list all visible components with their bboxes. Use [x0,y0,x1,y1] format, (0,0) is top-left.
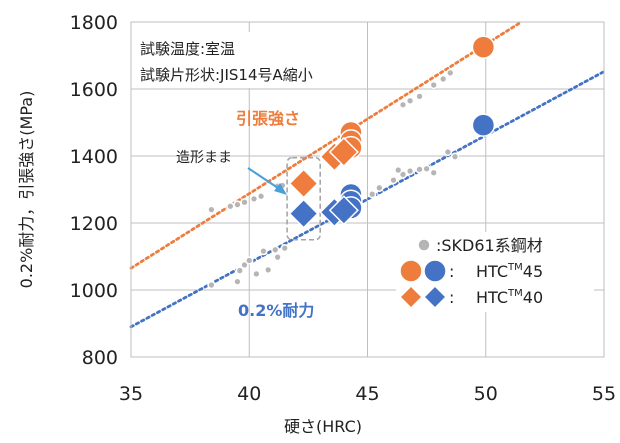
y-tick-label: 1200 [70,213,118,235]
skd61-point [368,190,377,199]
legend-marker-skd61 [417,238,431,252]
tensile-strength-label: 引張強さ [236,109,300,128]
skd61-point [405,166,415,176]
y-tick-label: 800 [82,347,118,369]
tensile-trend [129,20,523,270]
plot-frame [130,21,605,358]
x-tick-label: 50 [474,383,498,405]
skd61-point [280,243,289,253]
legend-label-htc45: HTCTM45 [476,262,543,281]
legend: :SKD61系鋼材: HTCTM45: HTCTM40 [396,232,594,312]
y-tick-label: 1600 [70,79,118,101]
skd61-point [405,96,415,105]
skd61-point [429,80,438,90]
htc45-point [471,113,496,137]
skd61-point [235,266,244,275]
x-tick-label: 40 [237,383,261,405]
axes: 35 40 45 50 55 800 1000 1200 1400 1600 1800 硬さ(HRC)… [17,12,616,436]
skd61-point [252,269,261,279]
legend-colon-htc45: : [449,262,454,281]
legend-marker-htc45-yield [423,259,447,283]
as-built-box [286,156,321,241]
htc40-point [328,195,359,226]
as-built-arrow-head [274,183,287,195]
htc40-point [288,198,319,229]
skd61-point [249,194,259,204]
skd61-point [422,164,431,173]
x-tick-label: 45 [355,383,379,405]
skd61-point [443,147,453,157]
legend-label-htc40: HTCTM40 [476,288,543,307]
skd61-point [415,92,424,101]
skd61-point [273,253,282,262]
data-points [207,35,496,290]
skd61-point [271,245,280,254]
skd61-point [240,198,249,207]
y-axis-label: 0.2%耐力，引張強さ(MPa) [17,91,36,289]
htc40-point [288,168,319,199]
conditions-backdrop [134,32,356,88]
skd61-point [394,165,403,175]
legend-marker-htc40-yield [422,284,448,310]
skd61-point [439,74,448,84]
y-tick-label: 1000 [70,280,118,302]
skd61-point [429,168,438,177]
condition-specimen: 試験片形状:JIS14号A縮小 [140,66,313,84]
skd61-point [245,256,254,265]
htc40-point [328,136,359,168]
y-tick-label: 1400 [70,146,118,168]
skd61-point [446,68,455,78]
skd61-point [259,246,268,256]
x-tick-label: 55 [592,383,616,405]
as-built-arrow-shaft [247,167,282,191]
as-built-box-layer [286,156,321,241]
skd61-point [375,183,384,192]
skd61-point [233,200,242,209]
htc45-point [471,35,496,59]
legend-colon-htc40: : [449,288,454,307]
condition-temperature: 試験温度:室温 [140,40,235,58]
legend-marker-htc40-tensile [398,284,424,310]
skd61-point [226,202,235,211]
skd61-point [256,192,266,201]
skd61-point [264,265,273,275]
x-tick-label: 35 [119,383,143,405]
skd61-point [207,280,216,290]
skd61-point [389,175,398,185]
x-axis-label: 硬さ(HRC) [284,417,362,436]
skd61-point [398,100,408,109]
annotations: 試験温度:室温 試験片形状:JIS14号A縮小 引張強さ 0.2%耐力 造形まま [134,32,356,320]
skd61-point [233,277,242,286]
legend-label-skd61: :SKD61系鋼材 [436,236,543,255]
as-built-label: 造形まま [176,150,232,166]
y-tick-label: 1800 [70,12,118,34]
skd61-point [415,165,424,174]
yield-strength-label: 0.2%耐力 [238,301,314,320]
legend-marker-htc45-tensile [399,259,423,283]
skd61-point [450,152,460,161]
skd61-point [207,205,216,214]
